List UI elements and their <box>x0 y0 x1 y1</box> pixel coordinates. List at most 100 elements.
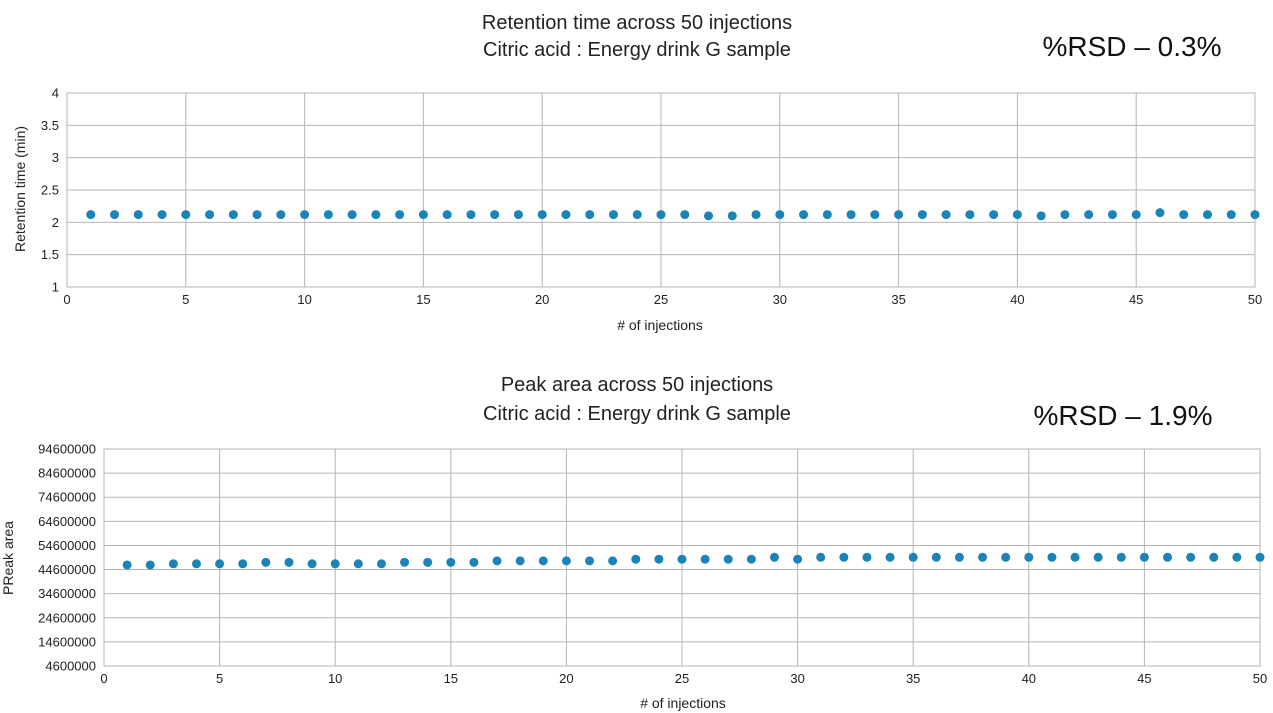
chart2-data-point <box>631 554 641 564</box>
chart1-x-tick-label: 20 <box>535 292 549 307</box>
chart2-data-point <box>353 559 363 569</box>
chart2-x-tick-label: 25 <box>675 671 689 686</box>
chart2-data-point <box>908 552 918 562</box>
chart1-data-point <box>323 210 333 220</box>
chart2-data-point <box>1116 552 1126 562</box>
chart1-data-point <box>775 210 785 220</box>
chart1-x-tick-label: 50 <box>1248 292 1262 307</box>
chart1-data-point <box>561 210 571 220</box>
chart2-y-tick-label: 14600000 <box>38 634 96 649</box>
chart2-data-point <box>1070 552 1080 562</box>
chart1-data-point <box>632 210 642 220</box>
chart1-data-point <box>727 211 737 221</box>
chart2-data-point <box>168 559 178 569</box>
chart1-x-axis-label: # of injections <box>617 317 703 333</box>
chart1-y-tick-label: 4 <box>52 86 59 101</box>
chart1-data-point <box>965 210 975 220</box>
chart1-data-point <box>1131 210 1141 220</box>
chart1-data-point <box>894 210 904 220</box>
chart-peak-area: Peak area across 50 injections Citric ac… <box>0 374 1267 711</box>
chart1-data-point <box>799 210 809 220</box>
chart2-data-point <box>1163 552 1173 562</box>
chart2-x-tick-label: 30 <box>790 671 804 686</box>
chart2-x-tick-label: 45 <box>1137 671 1151 686</box>
chart2-data-point <box>376 559 386 569</box>
chart2-data-point <box>1209 552 1219 562</box>
chart2-y-tick-label: 44600000 <box>38 562 96 577</box>
chart1-data-point <box>537 210 547 220</box>
chart1-data-point <box>608 210 618 220</box>
chart1-y-tick-label: 3.5 <box>41 118 59 133</box>
chart1-x-tick-label: 15 <box>416 292 430 307</box>
chart2-y-axis-label: PReak area <box>0 521 16 595</box>
chart2-data-point <box>839 552 849 562</box>
chart2-data-point <box>145 560 155 570</box>
chart2-data-point <box>746 554 756 564</box>
chart-retention-time: Retention time across 50 injections Citr… <box>12 12 1262 333</box>
chart1-data-point <box>680 210 690 220</box>
chart1-data-point <box>133 210 143 220</box>
chart2-data-point <box>238 559 248 569</box>
chart1-data-point <box>1202 210 1212 220</box>
chart2-data-point <box>469 557 479 567</box>
chart2-data-point <box>492 556 502 566</box>
chart2-data-point <box>261 557 271 567</box>
chart2-y-tick-label: 64600000 <box>38 514 96 529</box>
chart1-data-point <box>917 210 927 220</box>
chart2-data-point <box>1139 552 1149 562</box>
chart1-data-point <box>490 210 500 220</box>
chart2-data-point <box>423 557 433 567</box>
chart1-data-point <box>1155 208 1165 218</box>
chart1-data-point <box>276 210 286 220</box>
chart2-subtitle: Citric acid : Energy drink G sample <box>483 403 791 425</box>
chart1-y-tick-label: 2.5 <box>41 183 59 198</box>
chart2-data-point <box>1024 552 1034 562</box>
chart1-title: Retention time across 50 injections <box>482 12 792 34</box>
chart2-data-point <box>307 559 317 569</box>
chart2-data-point <box>885 552 895 562</box>
chart2-data-point <box>561 556 571 566</box>
chart2-data-point <box>1093 552 1103 562</box>
chart1-data-point <box>371 210 381 220</box>
chart2-rsd-annotation: %RSD – 1.9% <box>1034 400 1213 431</box>
chart1-data-point <box>513 210 523 220</box>
chart1-data-point <box>110 210 120 220</box>
chart2-y-tick-label: 74600000 <box>38 490 96 505</box>
chart2-x-tick-label: 40 <box>1022 671 1036 686</box>
chart1-data-point <box>252 210 262 220</box>
chart2-data-point <box>700 554 710 564</box>
chart2-y-tick-label: 4600000 <box>45 659 96 674</box>
chart2-x-tick-label: 15 <box>444 671 458 686</box>
chart2-x-tick-label: 10 <box>328 671 342 686</box>
chart2-data-point <box>862 552 872 562</box>
chart2-data-point <box>793 554 803 564</box>
chart2-x-tick-label: 0 <box>100 671 107 686</box>
chart1-data-point <box>1107 210 1117 220</box>
chart1-plot-area: 0 5 10 15 20 25 30 35 40 45 50 1 1.5 2 2.5 3 3.5 4 <box>41 86 1262 308</box>
chart2-y-tick-label: 54600000 <box>38 538 96 553</box>
chart2-data-point <box>677 554 687 564</box>
chart2-data-point <box>1186 552 1196 562</box>
chart2-x-tick-label: 50 <box>1253 671 1267 686</box>
chart2-title: Peak area across 50 injections <box>501 374 773 396</box>
chart1-plot-frame <box>66 92 1256 288</box>
chart1-x-tick-label: 0 <box>63 292 70 307</box>
chart1-data-point <box>181 210 191 220</box>
chart2-data-point <box>816 552 826 562</box>
chart2-data-point <box>1047 552 1057 562</box>
chart1-data-point <box>205 210 215 220</box>
chart1-data-point <box>1226 210 1236 220</box>
chart1-x-tick-label: 30 <box>773 292 787 307</box>
chart1-data-point <box>822 210 832 220</box>
chart1-data-point <box>1084 210 1094 220</box>
chart2-data-point <box>446 557 456 567</box>
chart1-data-point <box>1060 210 1070 220</box>
chart1-data-point <box>1179 210 1189 220</box>
chart1-data-point <box>347 210 357 220</box>
chart2-data-point <box>1232 552 1242 562</box>
chart2-data-point <box>654 554 664 564</box>
chart1-y-tick-label: 1.5 <box>41 247 59 262</box>
chart2-y-tick-label: 94600000 <box>38 442 96 457</box>
chart1-data-point <box>846 210 856 220</box>
chart1-y-tick-label: 2 <box>52 215 59 230</box>
